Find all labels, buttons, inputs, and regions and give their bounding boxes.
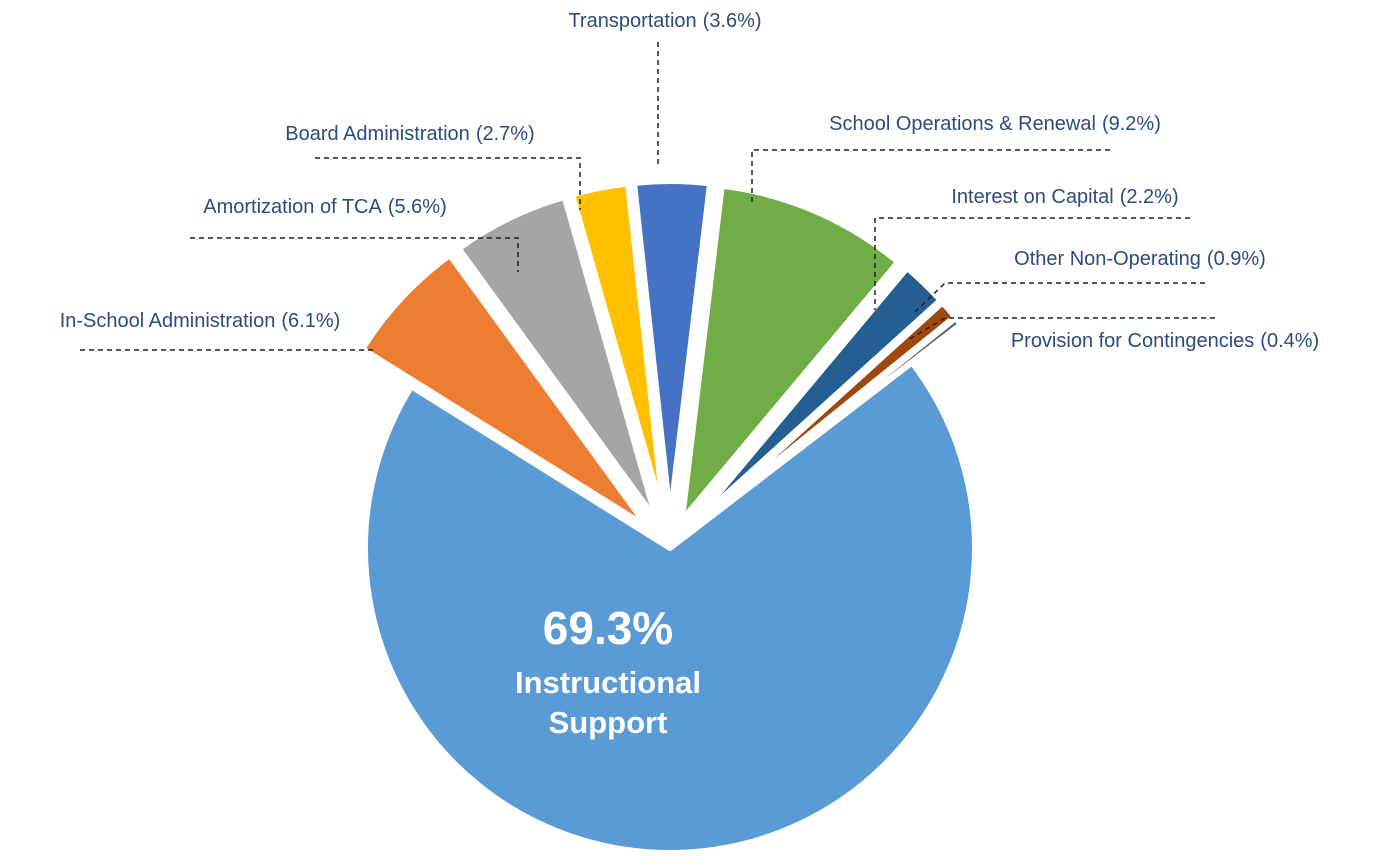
category-name: Amortization of TCA: [203, 196, 382, 218]
category-name: Board Administration: [285, 123, 470, 145]
category-name: School Operations & Renewal: [829, 113, 1096, 135]
slice-label: Transportation (3.6%): [568, 10, 761, 32]
value-label: (2.7%): [476, 123, 535, 145]
slice-label: In-School Administration(6.1%): [60, 310, 341, 332]
category-name: Transportation: [568, 10, 696, 32]
value-label: 69.3%: [543, 602, 673, 654]
value-label: (3.6%): [703, 10, 762, 32]
slice-label: Support: [549, 705, 668, 740]
slice-label: Instructional: [515, 665, 701, 700]
slice-label: Interest on Capital (2.2%): [951, 186, 1178, 208]
slice-label: School Operations & Renewal (9.2%): [829, 113, 1161, 135]
category-name: Interest on Capital: [951, 186, 1113, 208]
category-name: Other Non-Operating: [1014, 248, 1201, 270]
slice-label: Amortization of TCA (5.6%): [203, 196, 447, 218]
value-label: (5.6%): [388, 196, 447, 218]
chart: In-School Administration(6.1%) Amortizati…: [0, 0, 1385, 865]
value-label: (0.9%): [1207, 248, 1266, 270]
value-label: (0.4%): [1260, 330, 1319, 352]
leader-line: [915, 283, 1205, 312]
value-label: (2.2%): [1120, 186, 1179, 208]
slice-label: Board Administration (2.7%): [285, 123, 534, 145]
slice-label: Provision for Contingencies (0.4%): [1011, 330, 1319, 352]
slice-label: Other Non-Operating (0.9%): [1014, 248, 1266, 270]
value-label: (9.2%): [1102, 113, 1161, 135]
category-name: In-School Administration: [60, 310, 276, 332]
category-name: Provision for Contingencies: [1011, 330, 1254, 352]
value-label: (6.1%): [281, 310, 340, 332]
